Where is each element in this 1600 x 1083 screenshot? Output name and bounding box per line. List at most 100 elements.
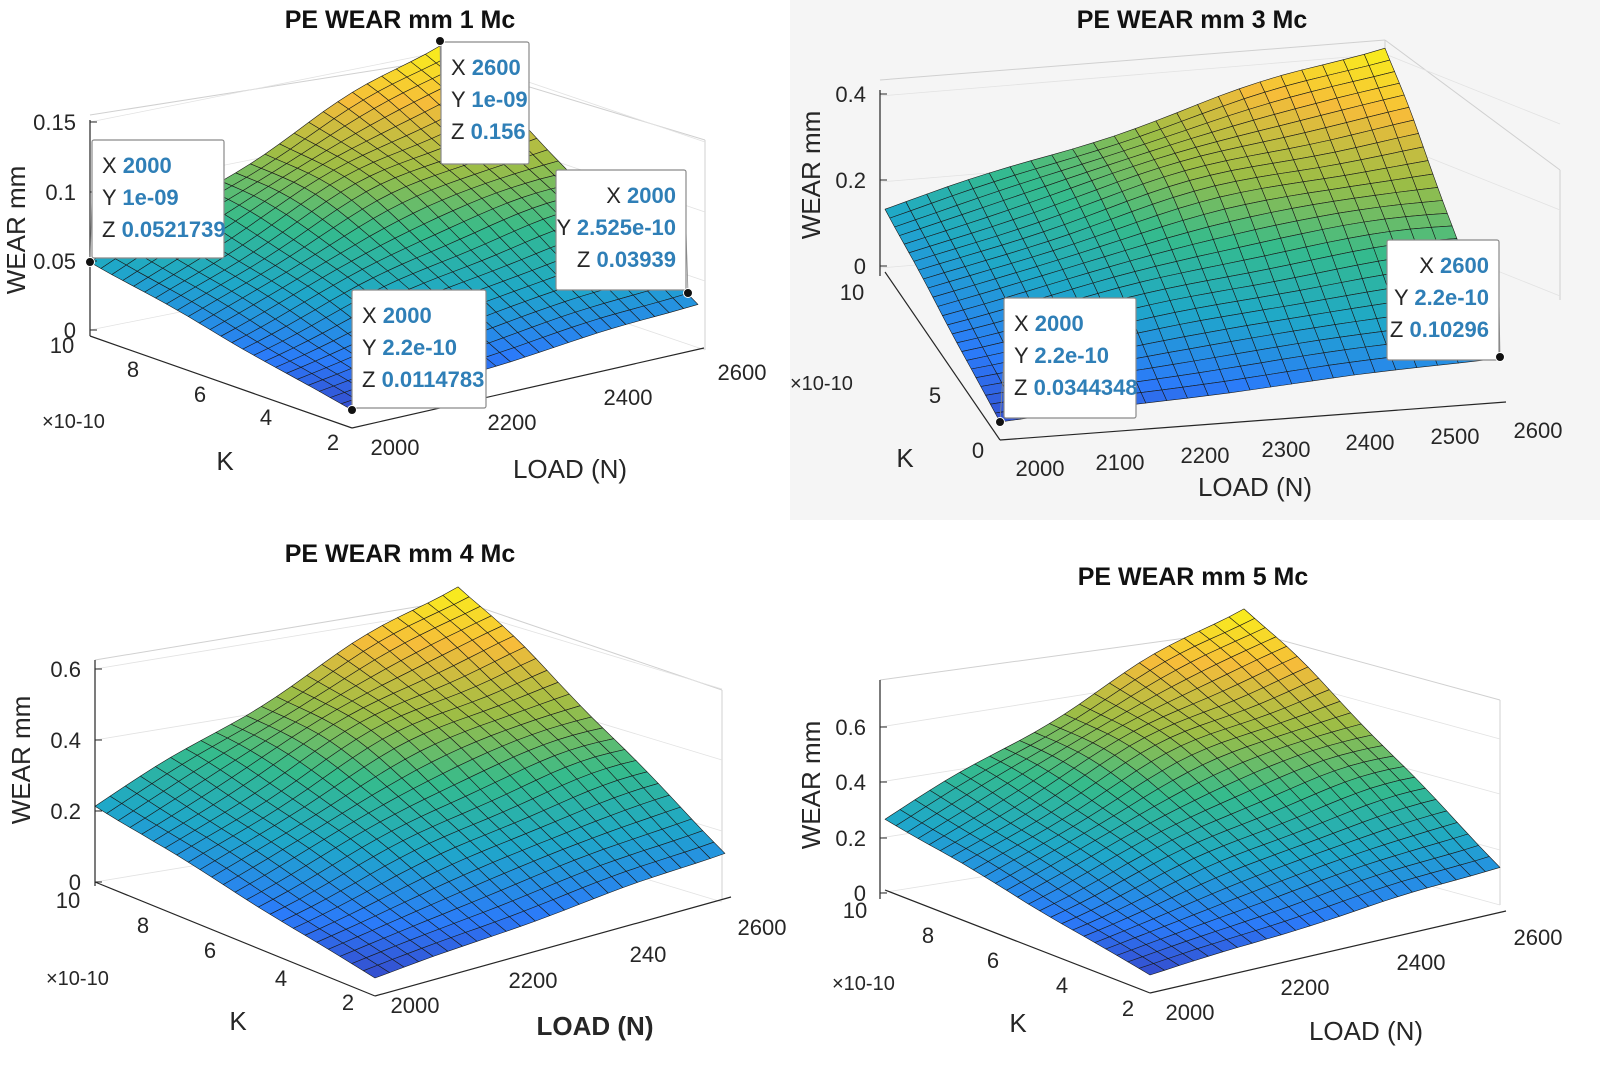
datatip-z-row: Z 0.0114783 <box>362 367 484 392</box>
back-edge-top-right <box>457 599 723 691</box>
x-tick-label-3: 2600 <box>738 915 787 940</box>
datatip-y-row: Y 2.2e-10 <box>1014 343 1109 368</box>
x-axis-line <box>1149 910 1507 994</box>
back-edge-top-right <box>1384 39 1561 171</box>
z-tick-label-0: 0 <box>69 870 81 895</box>
datatip-0[interactable]: X 2600 Y 1e-09 Z 0.156 <box>435 36 530 165</box>
datatip-z-row: Z 0.10296 <box>1390 317 1489 342</box>
z-grid-right-2 <box>1384 53 1561 125</box>
y-axis-label-2: K <box>896 443 914 473</box>
datatip-box <box>1386 239 1500 361</box>
datatip-marker[interactable] <box>683 288 693 298</box>
y-tick-label-1: 5 <box>929 383 941 408</box>
y-tick-label-0: 0 <box>972 438 984 463</box>
z-tick-label-3: 0.6 <box>835 715 866 740</box>
back-edge-top-left <box>94 599 459 661</box>
y-exponent-label-1: ×10-10 <box>42 411 105 433</box>
surface-cell-23-0 <box>1474 856 1501 873</box>
x-tick-label-2: 2400 <box>1397 950 1446 975</box>
y-axis-label-1: K <box>216 446 234 476</box>
datatip-0[interactable]: X 2600 Y 2.2e-10 Z 0.10296 <box>1386 239 1505 362</box>
x-tick-label-1: 2200 <box>509 968 558 993</box>
z-tick-label-3: 0.6 <box>50 657 81 682</box>
z-tick-label-0: 0 <box>64 318 76 343</box>
z-grid-right-3 <box>457 608 723 690</box>
z-tick-label-1: 0.2 <box>50 799 81 824</box>
x-tick-label-2: 240 <box>630 942 667 967</box>
y-exponent-label-2: ×10-10 <box>790 373 853 395</box>
y-tick-label-2: 6 <box>204 938 216 963</box>
datatip-marker[interactable] <box>1495 352 1505 362</box>
datatip-x-row: X 2000 <box>102 153 172 178</box>
z-axis-label-1: WEAR mm <box>1 166 31 295</box>
chart-title-2: PE WEAR mm 3 Mc <box>1077 6 1308 34</box>
datatip-2[interactable]: X 2000 Y 2.525e-10 Z 0.03939 <box>555 169 693 298</box>
x-axis-line <box>999 401 1507 441</box>
back-edge-top-left <box>879 39 1386 81</box>
x-tick-label-2: 2400 <box>604 385 653 410</box>
y-tick-label-1: 4 <box>275 966 287 991</box>
datatip-box <box>91 139 225 259</box>
z-tick-label-3: 0.15 <box>33 110 76 135</box>
datatip-z-row: Z 0.156 <box>451 119 526 144</box>
chart-title-4: PE WEAR mm 5 Mc <box>1078 563 1309 591</box>
y-exponent-label-3: ×10-10 <box>46 968 109 990</box>
z-tick-label-2: 0.4 <box>835 770 866 795</box>
y-axis-label-3: K <box>229 1006 247 1036</box>
z-axis-label-2: WEAR mm <box>796 111 826 240</box>
datatip-marker[interactable] <box>347 405 357 415</box>
y-axis-label-4: K <box>1009 1008 1027 1038</box>
datatip-x-row: X 2600 <box>451 55 521 80</box>
x-tick-label-6: 2600 <box>1514 418 1563 443</box>
y-tick-label-3: 8 <box>127 357 139 382</box>
chart-title-1: PE WEAR mm 1 Mc <box>285 6 516 34</box>
y-tick-label-0: 2 <box>327 430 339 455</box>
x-axis-label-3: LOAD (N) <box>537 1011 654 1041</box>
surface-mesh <box>884 608 1501 976</box>
surface-mesh <box>94 586 726 979</box>
datatip-y-row: Y 2.2e-10 <box>1394 285 1489 310</box>
x-axis-line <box>374 896 732 997</box>
datatip-marker[interactable] <box>995 417 1005 427</box>
z-tick-label-2: 0.4 <box>835 82 866 107</box>
x-tick-label-3: 2300 <box>1262 437 1311 462</box>
y-tick-label-0: 2 <box>342 990 354 1015</box>
datatip-marker[interactable] <box>85 257 95 267</box>
x-tick-label-3: 2600 <box>1514 925 1563 950</box>
y-axis-line <box>884 271 1001 441</box>
x-tick-label-2: 2200 <box>1181 443 1230 468</box>
datatip-y-row: Y 1e-09 <box>451 87 528 112</box>
datatip-z-row: Z 0.0344348 <box>1014 375 1138 400</box>
surface-cell-23-0 <box>698 841 726 859</box>
datatip-1[interactable]: X 2000 Y 1e-09 Z 0.0521739 <box>85 139 226 267</box>
surface-mesh <box>884 47 1501 423</box>
datatip-x-row: X 2000 <box>606 183 676 208</box>
y-tick-label-2: 6 <box>987 948 999 973</box>
z-grid-left-3 <box>89 51 441 123</box>
z-grid-left-2 <box>879 53 1386 97</box>
datatip-box <box>440 41 530 165</box>
datatip-marker[interactable] <box>435 36 445 46</box>
datatip-x-row: X 2000 <box>1014 311 1084 336</box>
x-axis-label-2: LOAD (N) <box>1198 472 1312 502</box>
x-tick-label-3: 2600 <box>718 360 767 385</box>
y-tick-label-4: 10 <box>843 898 867 923</box>
datatip-1[interactable]: X 2000 Y 2.2e-10 Z 0.0344348 <box>995 297 1138 427</box>
datatip-3[interactable]: X 2000 Y 2.2e-10 Z 0.0114783 <box>347 289 487 415</box>
z-tick-label-0: 0 <box>854 254 866 279</box>
z-axis-label-4: WEAR mm <box>796 721 826 850</box>
datatip-box <box>1003 297 1137 419</box>
y-axis-line <box>94 881 376 997</box>
x-tick-label-0: 2000 <box>1166 1000 1215 1025</box>
back-edge-top-left <box>89 59 441 116</box>
z-axis-label-3: WEAR mm <box>6 696 36 825</box>
surface-plot-4: ×10-10 <box>832 608 1507 995</box>
y-tick-label-4: 10 <box>50 333 74 358</box>
y-tick-label-1: 4 <box>1056 973 1068 998</box>
datatip-box <box>555 169 687 291</box>
x-axis-line <box>351 347 705 429</box>
x-tick-label-0: 2000 <box>1016 456 1065 481</box>
back-edge-top-right <box>1243 629 1501 701</box>
